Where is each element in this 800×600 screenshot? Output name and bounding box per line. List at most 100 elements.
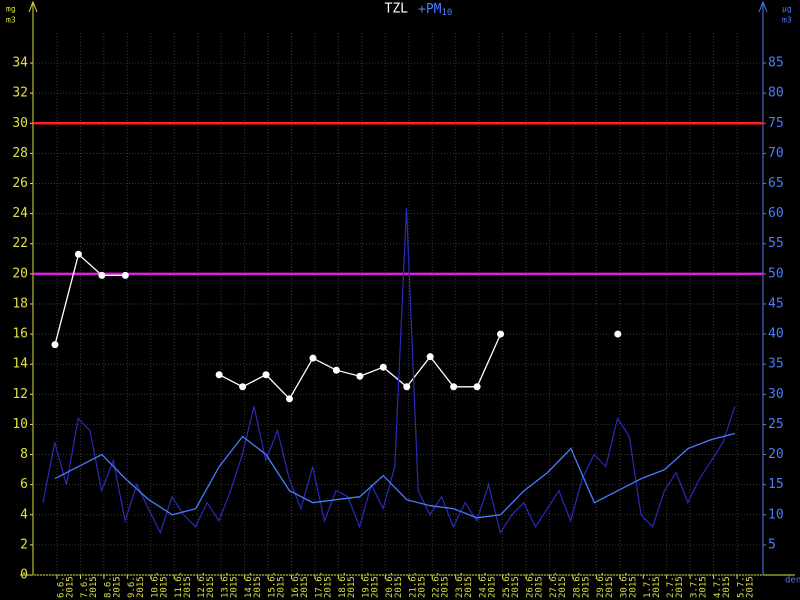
x-tick-label: 28.6. [572, 571, 582, 598]
x-tick-label: 21.6. [408, 571, 418, 598]
x-tick-year: 2015 [746, 576, 756, 598]
x-tick-year: 2015 [112, 576, 122, 598]
x-tick-label: 25.6. [502, 571, 512, 598]
y2-tick-label: 85 [768, 56, 784, 71]
y2-tick-label: 60 [768, 206, 784, 221]
data-point [473, 383, 481, 391]
x-tick-label: 15.6. [268, 571, 278, 598]
y2-tick-label: 45 [768, 296, 784, 311]
data-point [98, 271, 106, 279]
x-tick-label: 8.6. [103, 576, 113, 598]
y2-axis-arrow [758, 0, 768, 13]
y-unit-bottom: m3 [6, 16, 16, 25]
x-tick-label: 12.6. [197, 571, 207, 598]
y-tick-label: 26 [12, 176, 28, 191]
x-tick-label: 9.6. [127, 576, 137, 598]
title-pm: +PM [418, 2, 442, 17]
x-tick-year: 2015 [699, 576, 709, 598]
x-tick-year: 2015 [488, 576, 498, 598]
x-tick-year: 2015 [206, 576, 216, 598]
y2-tick-label: 40 [768, 327, 784, 342]
x-tick-year: 2015 [441, 576, 451, 598]
data-point [262, 371, 270, 379]
data-point [286, 395, 293, 403]
data-point [332, 366, 340, 374]
x-tick-label: 23.6. [455, 571, 465, 598]
data-point [450, 383, 458, 391]
x-tick-year: 2015 [394, 576, 404, 598]
y2-tick-label: 20 [768, 447, 784, 462]
y2-tick-label: 65 [768, 176, 784, 191]
chart-title: TZL [385, 2, 409, 17]
y2-tick-label: 35 [768, 357, 784, 372]
x-tick-year: 2015 [277, 576, 287, 598]
data-point [51, 341, 59, 349]
x-tick-label: 1.7. [643, 576, 653, 598]
title-sub: 10 [441, 8, 452, 18]
x-tick-label: 6.6. [57, 576, 67, 598]
x-tick-label: 26.6. [526, 571, 536, 598]
data-point [426, 353, 434, 361]
x-tick-label: 18.6. [338, 571, 348, 598]
y-tick-label: 4 [20, 507, 28, 522]
x-tick-label: 30.6. [619, 571, 629, 598]
x-tick-year: 2015 [183, 576, 193, 598]
y-tick-label: 2 [20, 537, 28, 552]
data-point [121, 271, 129, 279]
chart-title-2: +PM10 [418, 2, 452, 18]
raw-line [42, 207, 736, 535]
y-tick-label: 30 [12, 116, 28, 131]
y-tick-label: 32 [12, 86, 28, 101]
x-tick-year: 2015 [464, 576, 474, 598]
y2-tick-label: 25 [768, 417, 784, 432]
x-tick-year: 2015 [417, 576, 427, 598]
y2-tick-label: 80 [768, 86, 784, 101]
x-tick-label: 20.6. [385, 571, 395, 598]
x-tick-year: 2015 [230, 576, 240, 598]
data-point [379, 363, 387, 371]
data-point [356, 372, 364, 380]
data-point [215, 371, 223, 379]
x-tick-year: 2015 [347, 576, 357, 598]
x-tick-label: 14.6. [244, 571, 254, 598]
y-tick-label: 14 [12, 357, 28, 372]
x-tick-label: 13.6. [221, 571, 231, 598]
y-tick-label: 16 [12, 327, 28, 342]
data-point [309, 354, 317, 362]
x-tick-year: 2015 [628, 576, 638, 598]
x-tick-label: 3.7. [690, 576, 700, 598]
y-tick-label: 18 [12, 296, 28, 311]
y2-tick-label: 30 [768, 387, 784, 402]
y-tick-label: 10 [12, 417, 28, 432]
y2-unit-bottom: m3 [782, 16, 792, 25]
x-tick-year: 2015 [511, 576, 521, 598]
x-unit: den [785, 576, 800, 586]
y-unit-top: mg [6, 5, 16, 14]
x-tick-year: 2015 [605, 576, 615, 598]
y-tick-label: 6 [20, 477, 28, 492]
y2-unit-top: µg [782, 5, 792, 14]
data-point [239, 383, 247, 391]
data-point [497, 330, 505, 338]
data-point [614, 330, 622, 338]
data-point [74, 250, 82, 258]
data-point [403, 383, 411, 391]
x-tick-label: 17.6. [314, 571, 324, 598]
x-tick-label: 27.6. [549, 571, 559, 598]
y-tick-label: 20 [12, 266, 28, 281]
x-tick-label: 5.7. [737, 576, 747, 598]
x-tick-label: 4.7. [713, 576, 723, 598]
x-tick-year: 2015 [159, 576, 169, 598]
y2-tick-label: 10 [768, 507, 784, 522]
y2-tick-label: 75 [768, 116, 784, 131]
y2-tick-label: 70 [768, 146, 784, 161]
x-tick-year: 2015 [253, 576, 263, 598]
y-tick-label: 28 [12, 146, 28, 161]
x-tick-year: 2015 [722, 576, 732, 598]
x-tick-year: 2015 [89, 576, 99, 598]
y-tick-label: 0 [20, 568, 28, 583]
y-tick-label: 24 [12, 206, 28, 221]
y2-tick-label: 50 [768, 266, 784, 281]
x-tick-label: 19.6. [361, 571, 371, 598]
